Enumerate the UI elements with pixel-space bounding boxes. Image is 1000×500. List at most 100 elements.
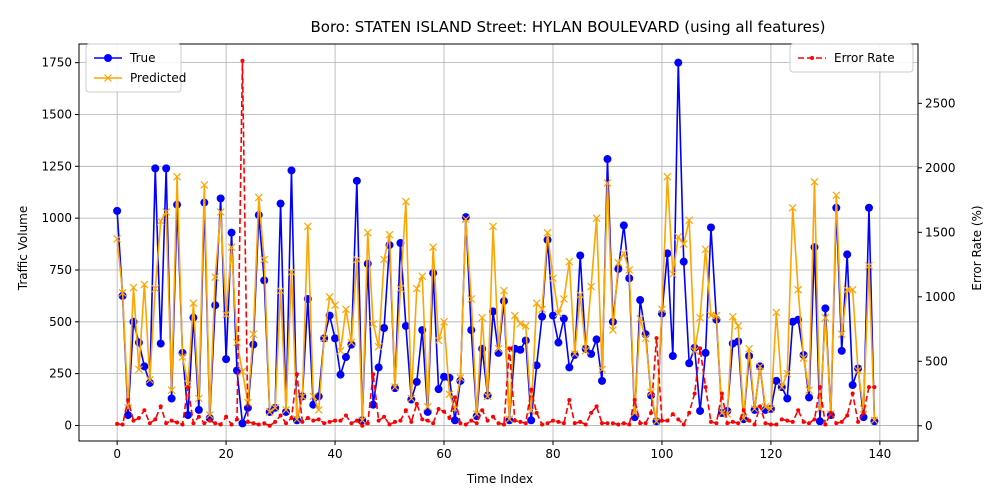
data-point-error-rate xyxy=(420,417,425,422)
data-point-predicted xyxy=(734,322,743,330)
data-point-predicted xyxy=(554,309,563,318)
data-point-error-rate xyxy=(583,422,588,427)
data-point-predicted xyxy=(614,258,623,267)
data-point-predicted xyxy=(423,402,432,411)
data-point-error-rate xyxy=(387,422,392,427)
data-point-error-rate xyxy=(758,404,763,409)
data-point-true xyxy=(113,206,122,215)
data-point-error-rate xyxy=(578,419,583,424)
data-point-error-rate xyxy=(807,421,812,426)
data-point-predicted xyxy=(173,172,181,181)
data-point-predicted xyxy=(799,354,808,363)
data-point-error-rate xyxy=(665,418,670,423)
data-point-error-rate xyxy=(774,422,779,427)
data-point-error-rate xyxy=(180,422,185,427)
data-point-predicted xyxy=(429,243,438,252)
data-point-predicted xyxy=(538,305,547,314)
data-point-predicted xyxy=(145,375,154,384)
data-point-predicted xyxy=(227,243,236,252)
data-point-predicted xyxy=(320,334,329,343)
data-point-error-rate xyxy=(534,410,539,415)
data-point-true xyxy=(151,164,160,173)
x-tick-label: 140 xyxy=(868,447,891,461)
y-tick-label: 0 xyxy=(64,418,72,432)
data-point-true xyxy=(674,58,683,67)
data-point-predicted xyxy=(598,365,606,374)
data-point-predicted xyxy=(461,215,470,224)
data-point-error-rate xyxy=(796,408,801,413)
data-point-true xyxy=(821,304,830,313)
legend-label: True xyxy=(129,51,156,65)
data-point-predicted xyxy=(603,178,612,187)
data-point-predicted xyxy=(592,214,601,223)
data-point-error-rate xyxy=(191,421,196,426)
data-point-predicted xyxy=(647,388,655,397)
x-tick-label: 100 xyxy=(650,447,673,461)
data-point-predicted xyxy=(401,197,410,206)
data-point-predicted xyxy=(456,373,465,382)
data-point-error-rate xyxy=(496,421,501,426)
data-point-predicted xyxy=(292,415,301,424)
grid-lines xyxy=(79,44,918,441)
data-point-error-rate xyxy=(501,422,506,427)
data-point-error-rate xyxy=(632,397,637,402)
data-point-true xyxy=(706,223,715,232)
data-point-error-rate xyxy=(218,422,223,427)
data-point-true xyxy=(532,361,541,370)
data-point-predicted xyxy=(205,411,214,420)
data-point-error-rate xyxy=(545,421,550,426)
data-point-error-rate xyxy=(343,413,348,418)
data-point-predicted xyxy=(178,353,187,361)
data-point-error-rate xyxy=(556,419,561,424)
data-point-predicted xyxy=(314,405,323,414)
data-point-error-rate xyxy=(719,391,724,396)
data-point-error-rate xyxy=(311,418,316,423)
data-point-predicted xyxy=(363,228,372,237)
data-point-error-rate xyxy=(202,421,207,426)
data-point-error-rate xyxy=(458,421,463,426)
data-point-predicted xyxy=(113,234,122,243)
data-point-predicted xyxy=(489,222,497,231)
data-point-error-rate xyxy=(594,404,599,409)
data-point-predicted xyxy=(723,410,732,418)
data-point-true xyxy=(434,385,443,394)
data-point-error-rate xyxy=(676,417,681,422)
data-point-error-rate xyxy=(779,417,784,422)
data-point-predicted xyxy=(309,392,318,401)
data-point-error-rate xyxy=(360,423,365,428)
data-point-true xyxy=(527,416,536,425)
data-point-error-rate xyxy=(747,418,752,423)
data-point-predicted xyxy=(772,308,781,317)
data-point-predicted xyxy=(303,222,312,231)
data-point-true xyxy=(369,400,378,409)
y-tick-label: 750 xyxy=(49,263,72,277)
data-point-error-rate xyxy=(681,422,686,427)
data-point-error-rate xyxy=(164,421,169,426)
data-point-true xyxy=(276,199,285,208)
data-point-true xyxy=(679,257,688,266)
y-tick-label: 1750 xyxy=(41,56,72,70)
data-point-true xyxy=(467,326,476,335)
x-tick-label: 0 xyxy=(113,447,121,461)
series-layer xyxy=(113,58,879,428)
data-point-error-rate xyxy=(175,420,180,425)
data-point-predicted xyxy=(696,313,705,322)
legend-traffic: True Predicted xyxy=(85,43,186,93)
data-point-error-rate xyxy=(305,416,310,421)
data-point-true xyxy=(314,392,323,401)
data-point-true xyxy=(183,411,192,420)
data-point-true xyxy=(341,353,350,362)
data-point-predicted xyxy=(690,346,699,355)
data-point-error-rate xyxy=(507,346,512,351)
data-point-predicted xyxy=(374,342,383,351)
data-point-error-rate xyxy=(115,421,120,426)
data-point-error-rate xyxy=(185,385,190,390)
data-point-true xyxy=(134,338,143,347)
data-point-true xyxy=(734,337,743,346)
data-point-predicted xyxy=(467,295,476,303)
data-point-error-rate xyxy=(708,419,713,424)
data-point-true xyxy=(837,346,846,355)
data-point-true xyxy=(603,155,612,164)
data-point-error-rate xyxy=(752,422,757,427)
data-point-predicted xyxy=(805,386,813,395)
